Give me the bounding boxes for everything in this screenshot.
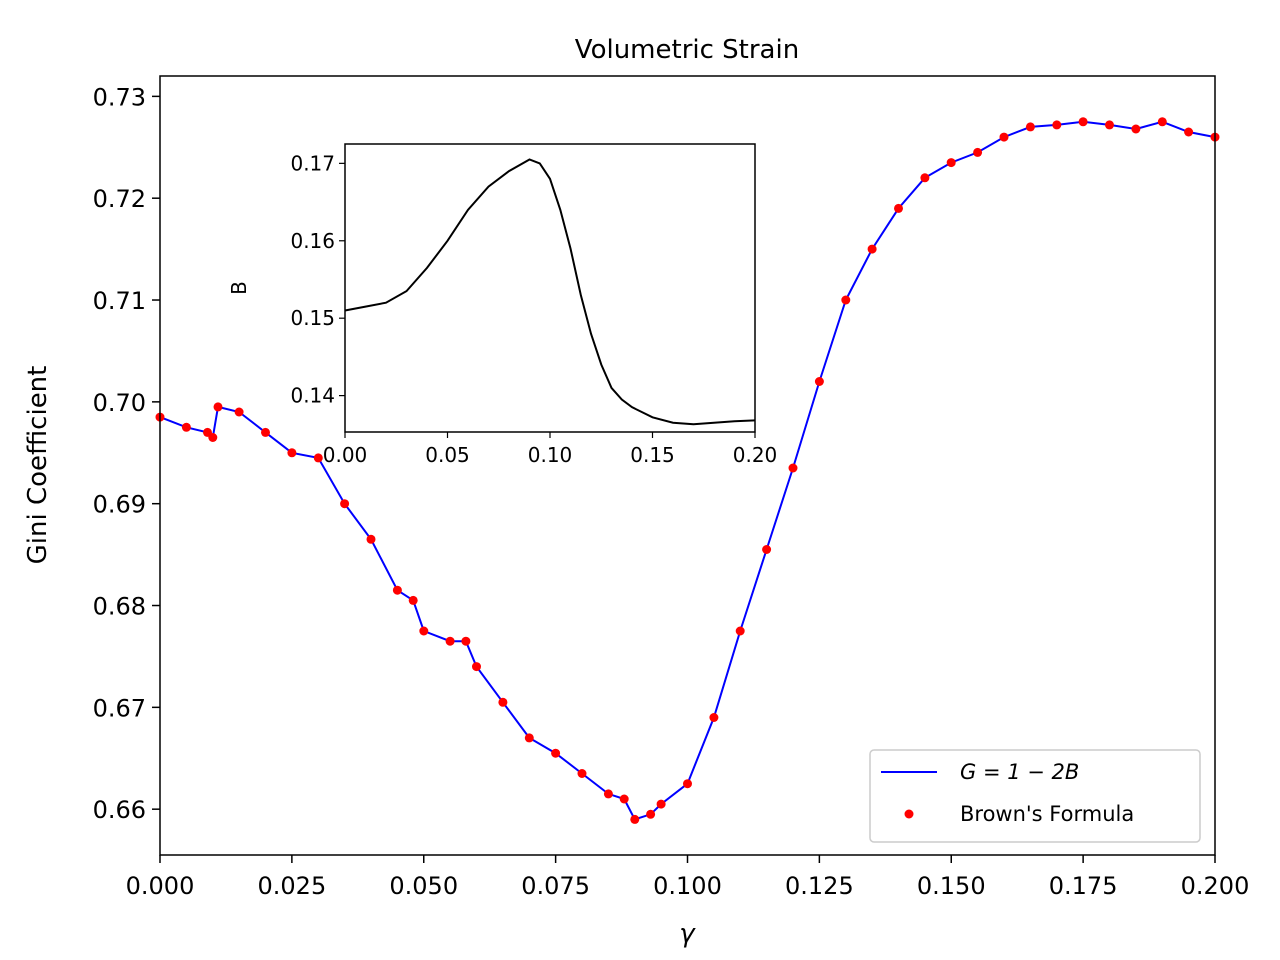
inset-x-tick-label: 0.05 <box>425 443 470 467</box>
data-point-browns-formula <box>524 733 534 743</box>
data-point-browns-formula <box>683 779 692 789</box>
data-point-browns-formula <box>894 203 903 213</box>
data-point-browns-formula <box>1157 117 1167 127</box>
legend-label-g-formula: G = 1 − 2B <box>960 760 1079 784</box>
legend-box <box>869 749 1201 843</box>
legend-marker-swatch <box>904 809 914 819</box>
data-point-browns-formula <box>181 422 191 432</box>
main-plot-area <box>155 117 1220 824</box>
x-tick-label: 0.025 <box>258 872 327 900</box>
data-point-browns-formula <box>841 295 851 305</box>
y-tick-label: 0.67 <box>93 694 146 722</box>
x-tick-label: 0.125 <box>785 872 854 900</box>
inset-y-tick-label: 0.17 <box>290 151 335 175</box>
data-point-browns-formula <box>408 595 418 605</box>
data-point-browns-formula <box>1131 124 1141 134</box>
y-tick-label: 0.72 <box>93 185 146 213</box>
x-tick-label: 0.200 <box>1181 872 1250 900</box>
data-point-browns-formula <box>630 814 640 824</box>
inset-x-tick-label: 0.10 <box>528 443 573 467</box>
inset-y-tick-label: 0.16 <box>290 229 335 253</box>
x-tick-label: 0.000 <box>126 872 195 900</box>
inset-x-tick-label: 0.15 <box>630 443 675 467</box>
data-point-browns-formula <box>498 697 508 707</box>
x-tick-label: 0.175 <box>1049 872 1118 900</box>
inset-frame <box>344 143 756 433</box>
data-point-browns-formula <box>1052 120 1062 130</box>
data-point-browns-formula <box>788 463 798 473</box>
data-point-browns-formula <box>619 794 629 804</box>
data-point-browns-formula <box>261 427 270 437</box>
inset-plot: 0.00 0.05 0.10 0.15 0.20 0.14 0.15 0.16 0.17 B <box>227 143 778 467</box>
data-point-browns-formula <box>577 769 587 778</box>
data-point-browns-formula <box>999 132 1009 142</box>
data-point-browns-formula <box>946 158 956 168</box>
chart-title: Volumetric Strain <box>575 35 799 65</box>
data-point-browns-formula <box>1105 120 1114 130</box>
data-point-browns-formula <box>366 534 376 544</box>
inset-x-tick-label: 0.20 <box>733 443 778 467</box>
data-point-browns-formula <box>313 453 323 463</box>
y-tick-label: 0.69 <box>93 491 146 519</box>
data-point-browns-formula <box>461 636 471 646</box>
x-axis-label: γ <box>679 919 696 949</box>
data-point-browns-formula <box>709 713 719 722</box>
legend-label-browns-formula: Brown's Formula <box>960 802 1134 826</box>
inset-x-tick-label: 0.00 <box>323 443 368 467</box>
y-tick-label: 0.68 <box>93 593 146 621</box>
y-axis-label: Gini Coefficient <box>23 366 53 565</box>
data-point-browns-formula <box>656 799 666 809</box>
y-tick-label: 0.71 <box>93 287 146 315</box>
inset-y-tick-label: 0.14 <box>290 384 335 408</box>
data-point-browns-formula <box>814 377 824 386</box>
data-point-browns-formula <box>973 147 983 157</box>
x-tick-label: 0.100 <box>653 872 722 900</box>
inset-series-line-b <box>344 158 756 426</box>
y-tick-label: 0.66 <box>93 796 146 824</box>
data-point-browns-formula <box>287 448 297 458</box>
data-point-browns-formula <box>208 433 218 442</box>
y-tick-label: 0.73 <box>93 83 146 111</box>
inset-y-axis-label: B <box>227 281 251 295</box>
data-point-browns-formula <box>735 626 745 636</box>
data-point-browns-formula <box>762 545 772 554</box>
data-point-browns-formula <box>340 499 350 509</box>
data-point-browns-formula <box>234 407 244 417</box>
data-point-browns-formula <box>603 789 613 799</box>
data-point-browns-formula <box>1025 122 1035 132</box>
data-point-browns-formula <box>1078 117 1088 127</box>
data-point-browns-formula <box>551 748 561 758</box>
data-point-browns-formula <box>419 626 429 636</box>
main-axes: 0.000 0.025 0.050 0.075 0.100 0.125 0.150 0.175… <box>93 75 1250 900</box>
data-point-browns-formula <box>472 662 481 672</box>
data-point-browns-formula <box>445 636 455 646</box>
y-tick-label: 0.70 <box>93 389 146 417</box>
data-point-browns-formula <box>867 244 877 254</box>
legend: G = 1 − 2B Brown's Formula <box>869 749 1201 843</box>
x-tick-label: 0.150 <box>917 872 986 900</box>
x-tick-label: 0.050 <box>389 872 458 900</box>
data-point-browns-formula <box>213 402 223 412</box>
x-tick-label: 0.075 <box>521 872 590 900</box>
data-point-browns-formula <box>646 809 656 819</box>
data-point-browns-formula <box>392 585 402 595</box>
inset-y-tick-label: 0.15 <box>290 306 335 330</box>
data-point-browns-formula <box>1184 127 1194 137</box>
data-point-browns-formula <box>920 173 930 183</box>
